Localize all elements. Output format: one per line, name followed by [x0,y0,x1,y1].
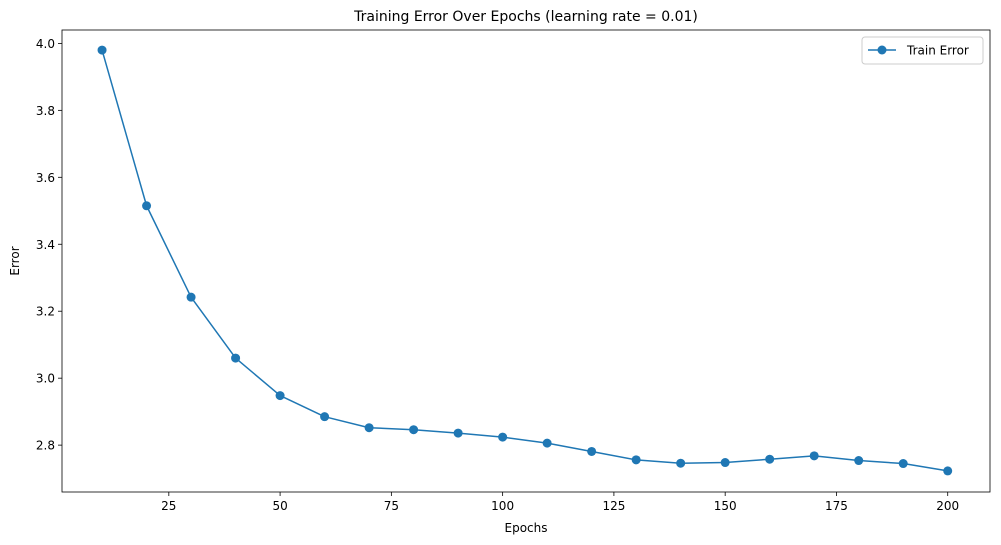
data-point [231,353,241,363]
data-point [720,458,730,468]
x-tick-label: 150 [714,499,737,513]
chart-title: Training Error Over Epochs (learning rat… [353,9,698,25]
y-tick-label: 3.0 [36,372,55,386]
plot-area: 25 50 75 100 125 150 175 200 2.8 3.0 3.2 3.4 3.6 3.8… [36,29,991,513]
x-tick-label: 50 [272,499,287,513]
y-tick-label: 2.8 [36,439,55,453]
data-point [453,428,463,438]
series-line-train-error [101,49,948,472]
data-point [943,466,953,476]
y-axis-label: Error [8,246,22,275]
series-layer [97,45,953,476]
data-point [765,454,775,464]
x-tick-label: 25 [161,499,176,513]
data-point [498,432,508,442]
data-point [854,456,864,466]
legend-marker [877,45,887,55]
data-point [186,292,196,302]
y-tick-label: 4.0 [36,37,55,51]
data-point [809,451,819,461]
x-tick-label: 175 [825,499,848,513]
y-tick-label: 3.2 [36,305,55,319]
data-point [631,455,641,465]
data-point [142,201,152,211]
legend-label-train-error: Train Error [906,44,969,58]
x-tick-label: 200 [936,499,959,513]
legend-box [861,36,984,65]
data-point [542,438,552,448]
y-tick-label: 3.6 [36,171,55,185]
data-point [409,425,419,435]
data-point [97,45,107,55]
x-tick-label: 100 [491,499,514,513]
x-axis-label: Epochs [505,521,548,535]
legend: Train Error [861,36,984,65]
data-point [676,458,686,468]
x-tick-label: 125 [602,499,625,513]
data-point [587,446,597,456]
data-point [275,391,285,401]
y-axis-ticks: 2.8 3.0 3.2 3.4 3.6 3.8 4.0 [36,37,62,453]
x-tick-label: 75 [384,499,399,513]
y-tick-label: 3.8 [36,104,55,118]
y-tick-label: 3.4 [36,238,55,252]
data-point [898,459,908,469]
plot-frame [61,29,991,493]
data-point [364,423,374,433]
data-point [320,412,330,422]
x-axis-ticks: 25 50 75 100 125 150 175 200 [161,492,959,513]
